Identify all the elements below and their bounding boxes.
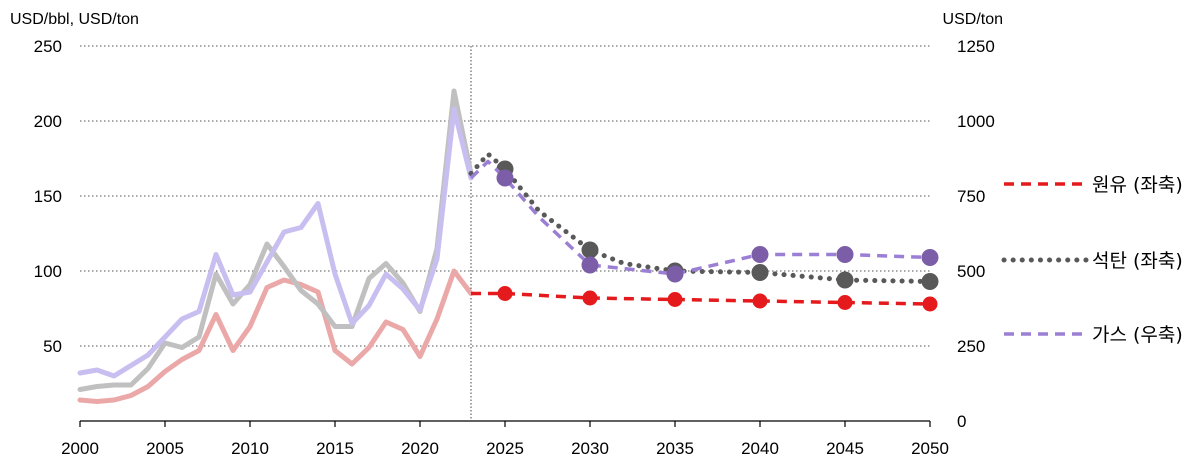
y-left-tick-label: 250 xyxy=(34,37,62,56)
series-oil-marker xyxy=(752,293,768,309)
y-right-tick-label: 1250 xyxy=(957,37,995,56)
series-coal-marker xyxy=(751,264,769,281)
series-coal-marker xyxy=(836,271,854,289)
y-left-axis-label: USD/bbl, USD/ton xyxy=(10,11,139,28)
y-left-tick-label: 200 xyxy=(34,112,62,131)
x-tick-label: 2020 xyxy=(401,439,439,458)
x-tick-label: 2050 xyxy=(911,439,949,458)
y-right-tick-label: 500 xyxy=(957,262,985,281)
x-tick-label: 2035 xyxy=(656,439,694,458)
x-tick-label: 2040 xyxy=(741,439,779,458)
series-coal-marker xyxy=(581,241,599,259)
series-gas-marker xyxy=(496,169,514,187)
legend-label-coal: 석탄 (좌축) xyxy=(1092,250,1183,272)
legend-label-gas: 가스 (우축) xyxy=(1092,324,1183,346)
series-oil-marker xyxy=(667,292,683,307)
series-gas-historical-line xyxy=(77,106,474,379)
series-gas-marker xyxy=(836,246,854,263)
series-oil-marker xyxy=(582,290,598,306)
series-oil-historical-line xyxy=(77,268,474,404)
axes: USD/bbl, USD/ton USD/ton 50 100 150 200 250 0… xyxy=(10,11,1003,458)
series-gas-marker xyxy=(666,265,684,283)
series-gas-marker xyxy=(581,256,599,274)
x-tick-label: 2005 xyxy=(146,439,184,458)
y-right-tick-label: 0 xyxy=(957,412,966,431)
x-tick-label: 2000 xyxy=(61,439,99,458)
series-coal-historical-line xyxy=(77,88,474,392)
series xyxy=(77,88,939,404)
series-gas-forecast-line xyxy=(469,159,931,276)
y-right-tick-label: 250 xyxy=(957,337,985,356)
y-right-axis-label: USD/ton xyxy=(943,11,1003,28)
x-tick-label: 2015 xyxy=(316,439,354,458)
grid xyxy=(80,45,930,421)
series-gas-marker xyxy=(751,246,769,263)
x-tick-label: 2045 xyxy=(826,439,864,458)
series-oil-marker xyxy=(922,296,938,312)
y-left-tick-label: 100 xyxy=(34,262,62,281)
x-tick-label: 2030 xyxy=(571,439,609,458)
y-right-tick-label: 1000 xyxy=(957,112,995,131)
series-gas-marker xyxy=(921,249,939,266)
x-tick-label: 2010 xyxy=(231,439,269,458)
y-left-tick-label: 150 xyxy=(34,187,62,206)
series-coal-marker xyxy=(921,273,939,290)
y-left-tick-label: 50 xyxy=(43,337,62,356)
y-right-tick-label: 750 xyxy=(957,187,985,206)
x-tick-label: 2025 xyxy=(486,439,524,458)
series-coal-forecast-line xyxy=(468,151,933,284)
series-oil-forecast-line xyxy=(471,291,931,306)
series-oil-marker xyxy=(497,286,513,301)
legend-label-oil: 원유 (좌축) xyxy=(1092,174,1183,196)
series-oil-marker xyxy=(837,295,853,310)
legend: 원유 (좌축) 석탄 (좌축) 가스 (우축) xyxy=(1001,174,1183,346)
